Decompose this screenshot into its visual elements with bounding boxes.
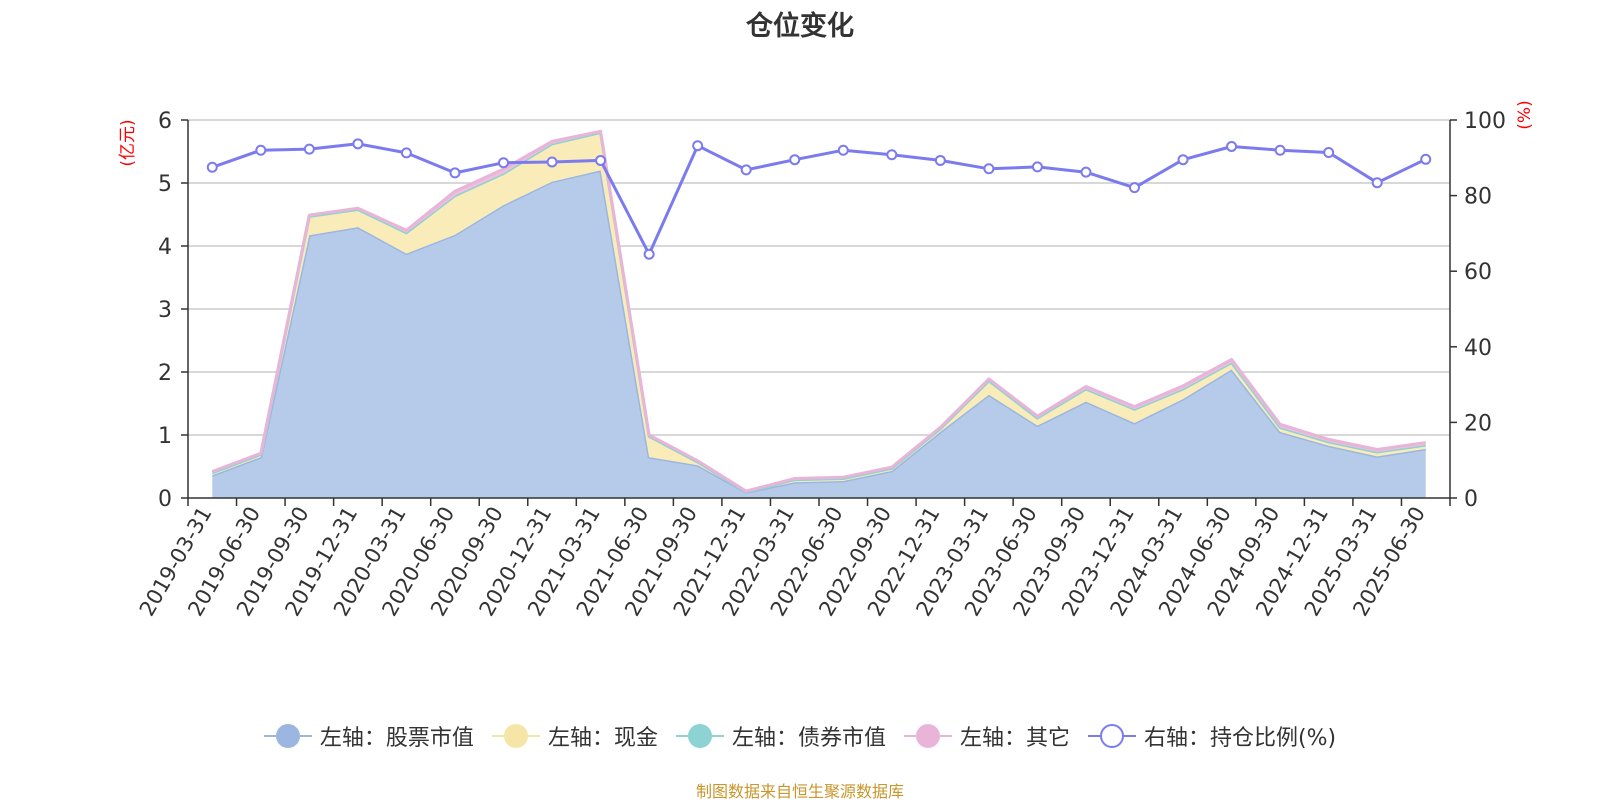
ratio-point [983,163,995,175]
ratio-point [1274,144,1286,156]
ratio-point [1371,177,1383,189]
ratio-point [303,143,315,155]
left-tick-label: 3 [158,298,172,323]
ratio-point [1129,182,1140,194]
ratio-point [837,144,849,156]
area-line-4 [211,129,1426,493]
right-tick-label: 0 [1464,487,1478,512]
legend-item-4[interactable]: 左轴：其它 [903,720,1070,752]
left-tick-label: 0 [158,487,172,512]
legend-marker-icon [903,723,952,749]
ratio-point [692,140,704,152]
ratio-point [934,154,946,166]
ratio-point [1080,166,1092,178]
source-note: 制图数据来自恒生聚源数据库 [695,782,904,801]
ratio-point [595,154,607,166]
legend-marker-icon [675,723,724,749]
ratio-point [1177,154,1189,166]
ratio-point [255,144,267,156]
legend-marker-icon [263,723,312,749]
right-tick-label: 100 [1464,109,1506,134]
ratio-point [352,138,364,150]
area-1 [212,170,1426,498]
legend-item-5[interactable]: 右轴：持仓比例(%) [1087,720,1337,752]
legend-marker-icon [1087,723,1136,749]
left-tick-label: 5 [158,172,172,197]
legend-label: 左轴：现金 [547,726,658,751]
ratio-point [206,161,218,173]
chart-title: 仓位变化 [746,11,854,42]
right-tick-label: 60 [1464,260,1492,285]
legend-item-1[interactable]: 左轴：股票市值 [263,720,474,752]
legend: 左轴：股票市值 左轴：现金 左轴：债券市值 左轴：其它 右轴：持仓比例(%) [0,720,1600,752]
ratio-point [1226,140,1238,152]
ratio-line [211,142,1427,256]
ratio-point [498,157,509,169]
legend-label: 左轴：其它 [959,726,1070,751]
legend-item-2[interactable]: 左轴：现金 [491,720,658,752]
left-axis-unit: (亿元) [118,119,138,166]
legend-marker-icon [491,723,540,749]
ratio-point [1323,147,1335,159]
ratio-point [546,156,558,168]
right-tick-label: 20 [1464,411,1492,436]
ratio-point [740,164,752,176]
legend-item-3[interactable]: 左轴：债券市值 [675,720,886,752]
ratio-point [1031,161,1043,173]
right-axis-unit: (%) [1515,100,1535,129]
ratio-point [449,167,461,179]
ratio-point [400,147,412,159]
ratio-point [789,154,801,166]
legend-label: 左轴：债券市值 [731,726,886,751]
ratio-point [643,248,655,260]
legend-label: 左轴：股票市值 [319,726,474,751]
right-tick-label: 80 [1464,185,1492,210]
ratio-point [886,149,898,161]
left-tick-label: 1 [158,424,172,449]
left-tick-label: 2 [158,361,172,386]
ratio-point [1420,153,1432,165]
right-tick-label: 40 [1464,336,1492,361]
left-tick-label: 6 [158,109,172,134]
left-tick-label: 4 [158,235,172,260]
legend-label: 右轴：持仓比例(%) [1143,726,1337,751]
